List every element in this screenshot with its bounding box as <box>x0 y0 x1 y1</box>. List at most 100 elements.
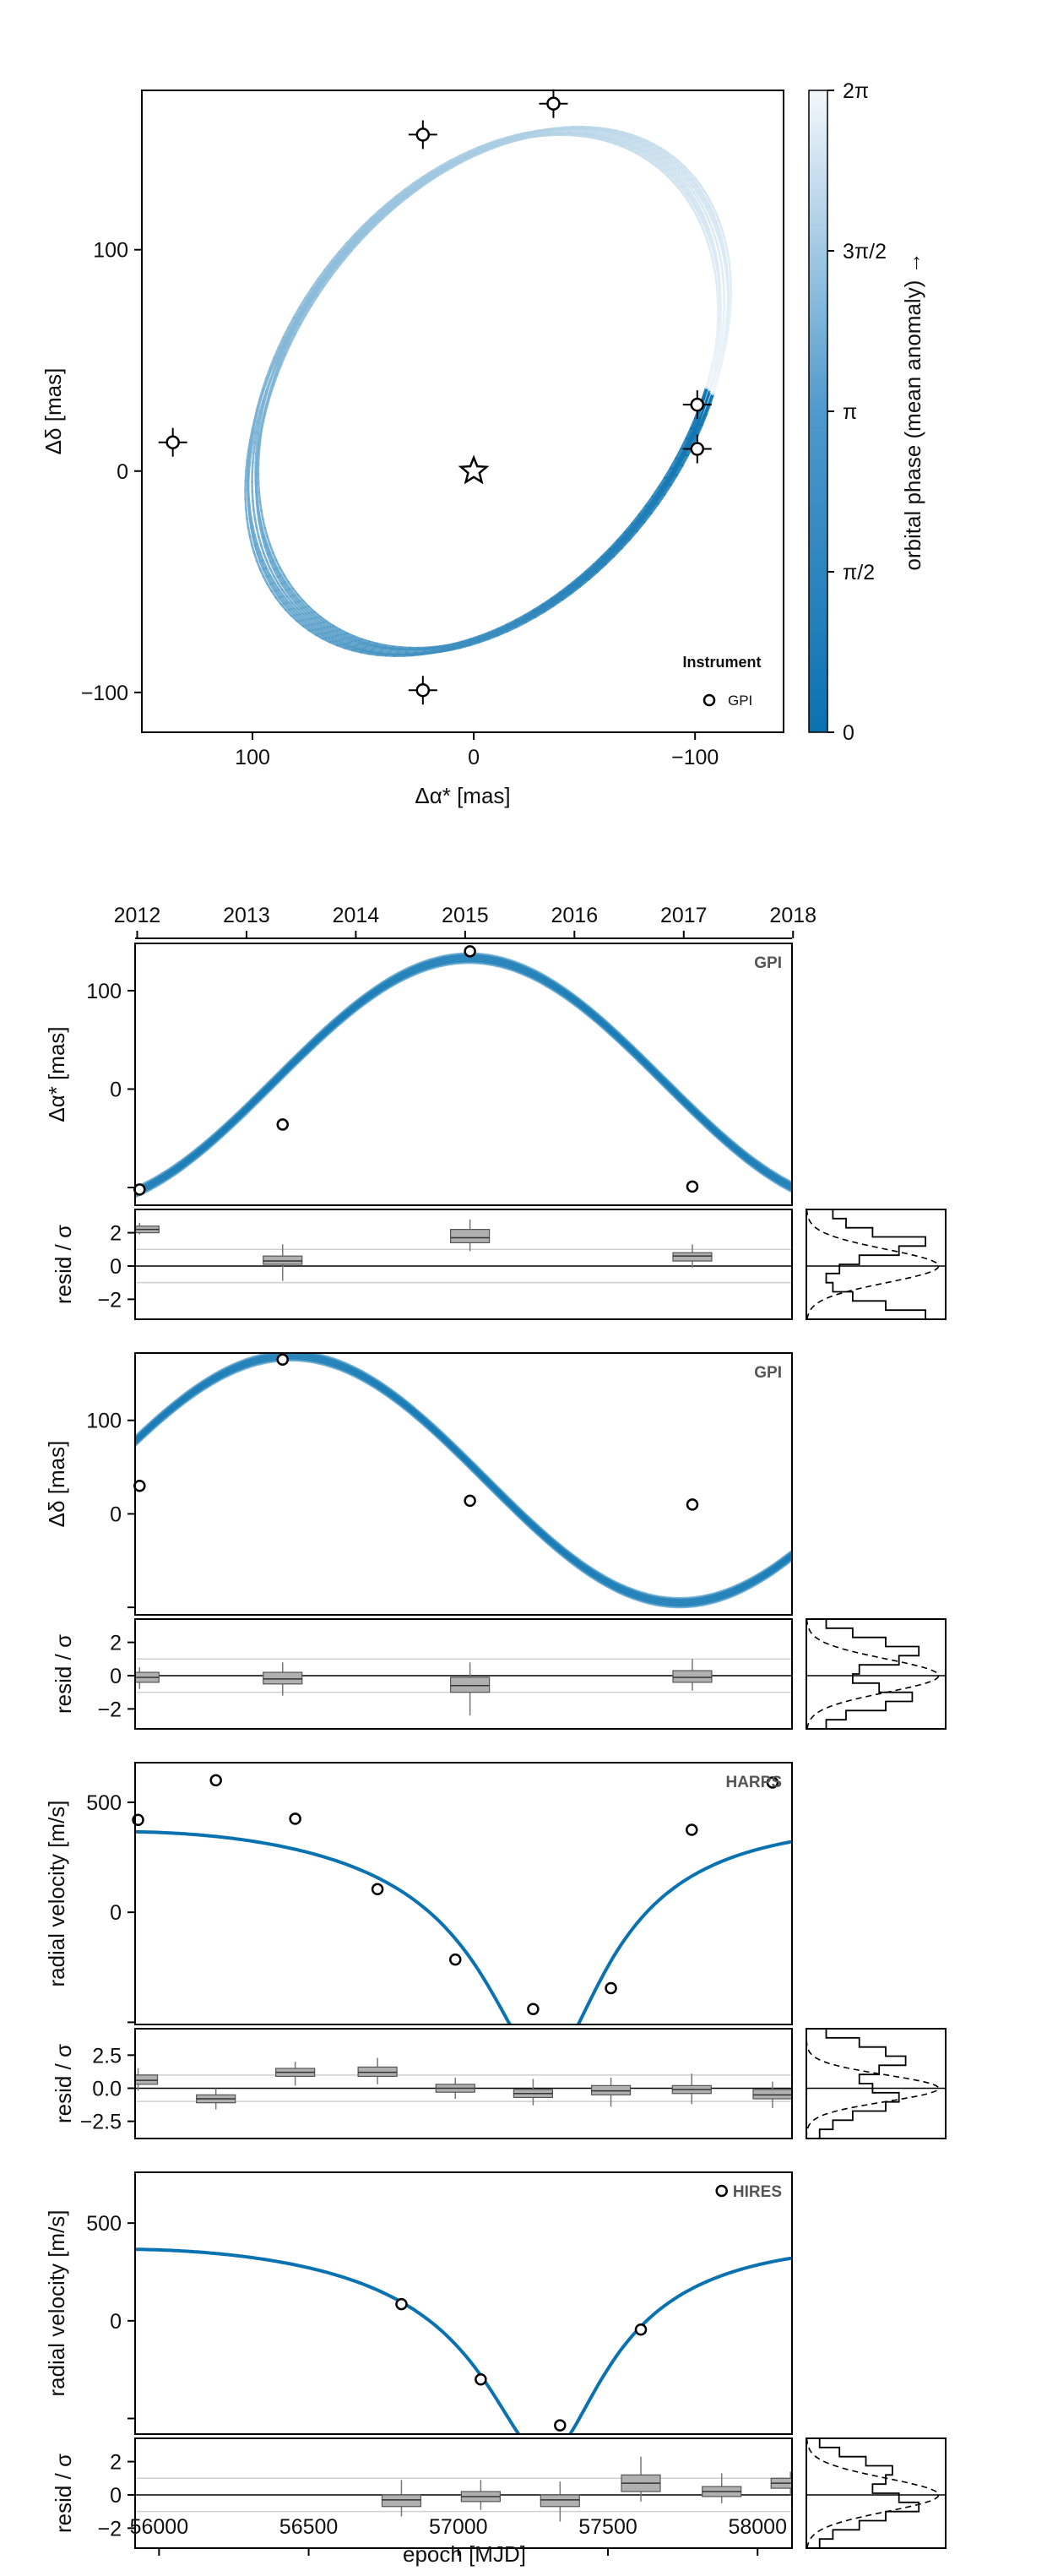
orbit-segment <box>670 465 680 477</box>
orbit-segment <box>665 156 675 165</box>
histogram-steps <box>806 1618 920 1730</box>
orbit-segment <box>616 538 626 549</box>
orbit-segment <box>295 313 303 326</box>
orbit-segment <box>256 552 262 563</box>
orbit-segment <box>333 629 342 636</box>
colorbar-tick-label: π/2 <box>843 561 875 584</box>
orbit-segment <box>282 581 290 591</box>
orbit-segment <box>681 454 689 467</box>
orbit-segment <box>627 144 637 149</box>
orbit-segment <box>596 556 608 567</box>
mjd-tick-label: 57500 <box>578 2515 637 2539</box>
orbit-segment <box>394 188 406 198</box>
orbit-segment <box>605 139 616 145</box>
model-curve <box>135 1356 792 1607</box>
orbit-segment <box>657 476 666 489</box>
orbit-segment <box>310 283 318 296</box>
orbit-segment <box>342 643 353 649</box>
residual-box <box>752 2089 792 2100</box>
orbit-segment <box>321 633 331 639</box>
orbit-segment <box>258 560 265 571</box>
orbit-segment <box>708 198 714 208</box>
orbit-segment <box>665 474 674 487</box>
orbit-segment <box>514 614 526 622</box>
orbit-segment <box>354 645 365 650</box>
orbit-segment <box>610 134 621 139</box>
residual-box <box>450 1677 491 1693</box>
orbit-segment <box>612 536 623 548</box>
orbit-segment <box>253 431 258 444</box>
orbit-segment <box>310 294 319 307</box>
residual-y-tick-label: −2 <box>97 1698 122 1721</box>
orbit-segment <box>658 164 666 172</box>
orbit-segment <box>330 250 341 262</box>
orbit-segment <box>682 185 690 195</box>
orbit-segment <box>366 225 376 236</box>
orbit-segment <box>654 165 664 172</box>
histogram-normal-curve <box>806 2437 940 2549</box>
orbit-segment <box>602 133 613 137</box>
orbit-segment <box>724 319 728 332</box>
orbit-segment <box>561 584 573 593</box>
orbit-segment <box>592 555 603 566</box>
orbit-segment <box>449 155 461 162</box>
orbit-segment <box>711 382 717 395</box>
orbit-segment <box>486 144 497 150</box>
orbit-segment <box>354 648 365 653</box>
residual-y-axis-label: resid / σ <box>51 2454 76 2533</box>
orbit-segment <box>708 393 715 406</box>
orbit-segment <box>274 596 282 606</box>
orbit-segment <box>252 552 258 562</box>
orbit-segment <box>713 358 718 372</box>
orbit-segment <box>275 346 283 359</box>
colorbar-gradient <box>808 90 828 733</box>
orbit-segment <box>251 490 254 503</box>
orbit-segment <box>357 232 368 244</box>
orbit-segment <box>388 649 399 654</box>
orbit-segment <box>316 285 325 297</box>
orbit-segment <box>636 510 646 522</box>
orbit-segment <box>321 637 331 644</box>
orbit-segment <box>715 360 721 373</box>
orbit-segment <box>632 142 643 148</box>
orbit-segment <box>477 149 490 155</box>
orbit-segment <box>628 519 638 531</box>
year-tick-label: 2018 <box>769 904 816 927</box>
residual-box <box>381 2494 422 2508</box>
orbit-segment <box>605 555 616 566</box>
orbit-segment <box>637 504 648 516</box>
orbit-segment <box>703 220 708 231</box>
orbit-segment <box>654 159 663 166</box>
orbit-segment <box>398 188 409 198</box>
model-curve <box>135 959 792 1197</box>
orbit-segment <box>339 633 350 639</box>
orbit-segment <box>691 206 697 216</box>
orbit-segment <box>722 329 727 342</box>
orbit-segment <box>423 173 435 182</box>
orbit-segment <box>719 262 724 274</box>
orbit-segment <box>714 220 720 231</box>
orbit-segment <box>422 649 434 655</box>
residual-box <box>135 2074 159 2085</box>
orbit-segment <box>669 156 678 164</box>
orbit-segment <box>496 630 509 637</box>
orbit-segment <box>711 204 718 215</box>
orbit-segment <box>703 198 709 209</box>
orbit-segment <box>292 607 301 616</box>
orbit-segment <box>579 571 591 582</box>
orbit-segment <box>605 545 616 557</box>
panel-y-axis-label: Δδ [mas] <box>44 1441 69 1528</box>
sky-x-tick-label: −100 <box>671 746 719 769</box>
orbit-segment <box>313 622 323 630</box>
orbit-segment <box>253 534 258 546</box>
orbit-segment <box>643 503 654 515</box>
orbit-segment <box>718 361 723 375</box>
orbit-segment <box>611 130 622 135</box>
orbit-segment <box>627 148 637 155</box>
orbit-segment <box>652 143 662 149</box>
orbit-segment <box>253 544 259 555</box>
orbit-segment <box>524 609 537 617</box>
orbit-segment <box>604 128 615 133</box>
orbit-segment <box>616 530 627 542</box>
orbit-segment <box>524 616 537 623</box>
